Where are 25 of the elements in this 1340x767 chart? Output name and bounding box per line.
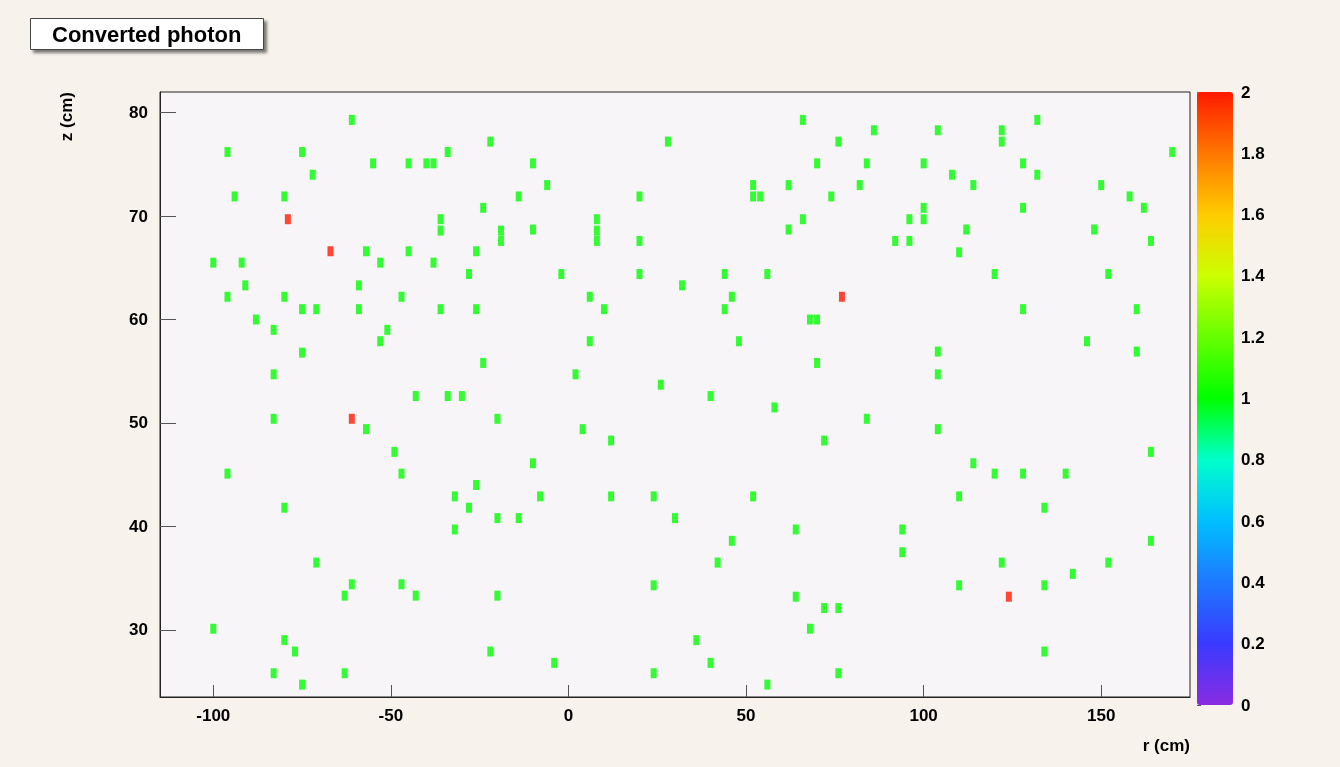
color-bar-label: 0.4 bbox=[1241, 572, 1266, 592]
color-bar-label: 1.8 bbox=[1241, 143, 1265, 163]
x-tick-label: -50 bbox=[378, 706, 404, 725]
color-bar-label: 1.6 bbox=[1241, 205, 1265, 225]
y-tick-label: 30 bbox=[129, 620, 148, 640]
x-tick-label: 100 bbox=[909, 706, 938, 725]
y-tick-label: 60 bbox=[129, 310, 148, 330]
x-axis-title: r (cm) bbox=[1142, 736, 1190, 755]
x-tick-label: 150 bbox=[1087, 706, 1116, 725]
y-axis-title: z (cm) bbox=[57, 92, 76, 142]
color-bar-label: 0.8 bbox=[1241, 450, 1265, 470]
y-tick-label: 40 bbox=[129, 516, 148, 536]
x-tick-label: 0 bbox=[563, 706, 574, 725]
chart-title: Converted photon bbox=[52, 21, 242, 47]
color-bar-label: 1.2 bbox=[1241, 327, 1265, 347]
x-tick-label: -100 bbox=[196, 706, 231, 725]
y-tick-label: 80 bbox=[129, 103, 148, 123]
y-tick-label: 50 bbox=[129, 413, 148, 433]
y-tick-label: 70 bbox=[129, 206, 148, 226]
color-bar-label: 1 bbox=[1241, 389, 1251, 408]
x-tick-label: 50 bbox=[736, 706, 756, 725]
color-bar-label: 0.2 bbox=[1241, 634, 1265, 654]
color-bar-label: 0.6 bbox=[1241, 511, 1265, 531]
color-bar-label: 2 bbox=[1241, 82, 1251, 102]
color-bar-label: 1.4 bbox=[1241, 266, 1266, 286]
